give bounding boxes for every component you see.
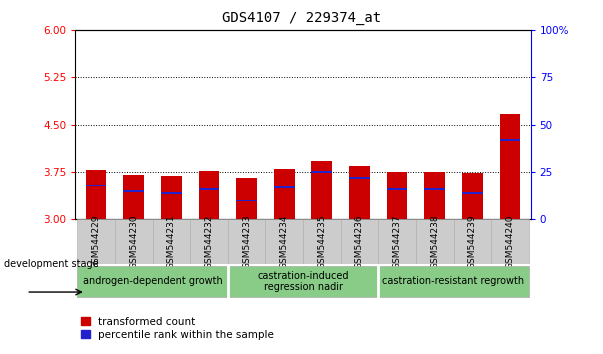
Text: GSM544229: GSM544229 (92, 215, 101, 269)
FancyBboxPatch shape (378, 219, 416, 264)
FancyBboxPatch shape (453, 219, 491, 264)
Bar (198, 188, 219, 190)
FancyBboxPatch shape (228, 219, 265, 264)
Bar (349, 177, 370, 179)
Bar (236, 178, 257, 219)
Text: castration-resistant regrowth: castration-resistant regrowth (382, 276, 525, 286)
Bar (312, 171, 332, 173)
Bar (425, 171, 445, 219)
Bar (500, 114, 520, 219)
FancyBboxPatch shape (190, 219, 228, 264)
FancyBboxPatch shape (378, 266, 529, 297)
Text: GSM544234: GSM544234 (280, 215, 289, 269)
FancyBboxPatch shape (228, 266, 378, 297)
Bar (161, 176, 182, 219)
FancyBboxPatch shape (265, 219, 303, 264)
Bar (425, 188, 445, 190)
Bar (387, 188, 408, 190)
FancyBboxPatch shape (115, 219, 153, 264)
Text: GSM544238: GSM544238 (430, 214, 439, 269)
Text: GSM544233: GSM544233 (242, 214, 251, 269)
FancyBboxPatch shape (491, 219, 529, 264)
FancyBboxPatch shape (77, 266, 228, 297)
Text: GSM544231: GSM544231 (167, 214, 176, 269)
Bar (236, 200, 257, 201)
FancyBboxPatch shape (341, 219, 378, 264)
Legend: transformed count, percentile rank within the sample: transformed count, percentile rank withi… (81, 317, 274, 340)
Text: GSM544230: GSM544230 (129, 214, 138, 269)
Text: GSM544239: GSM544239 (468, 214, 477, 269)
Bar (387, 171, 408, 219)
Bar (349, 166, 370, 219)
Bar (124, 175, 144, 219)
Text: GDS4107 / 229374_at: GDS4107 / 229374_at (222, 11, 381, 25)
Bar (161, 192, 182, 194)
Text: GSM544237: GSM544237 (393, 214, 402, 269)
Bar (274, 187, 294, 188)
Text: androgen-dependent growth: androgen-dependent growth (83, 276, 223, 286)
Bar (462, 192, 482, 194)
Bar (124, 190, 144, 192)
Text: GSM544240: GSM544240 (505, 215, 514, 269)
Text: GSM544236: GSM544236 (355, 214, 364, 269)
Bar (198, 171, 219, 219)
Bar (500, 139, 520, 141)
Bar (462, 173, 482, 219)
Text: development stage: development stage (4, 259, 99, 269)
Text: GSM544232: GSM544232 (204, 215, 213, 269)
Text: castration-induced
regression nadir: castration-induced regression nadir (257, 270, 349, 292)
FancyBboxPatch shape (303, 219, 341, 264)
Bar (86, 170, 106, 219)
Bar (312, 161, 332, 219)
Bar (86, 184, 106, 186)
FancyBboxPatch shape (77, 219, 115, 264)
FancyBboxPatch shape (416, 219, 453, 264)
Bar (274, 169, 294, 219)
FancyBboxPatch shape (153, 219, 190, 264)
Text: GSM544235: GSM544235 (317, 214, 326, 269)
